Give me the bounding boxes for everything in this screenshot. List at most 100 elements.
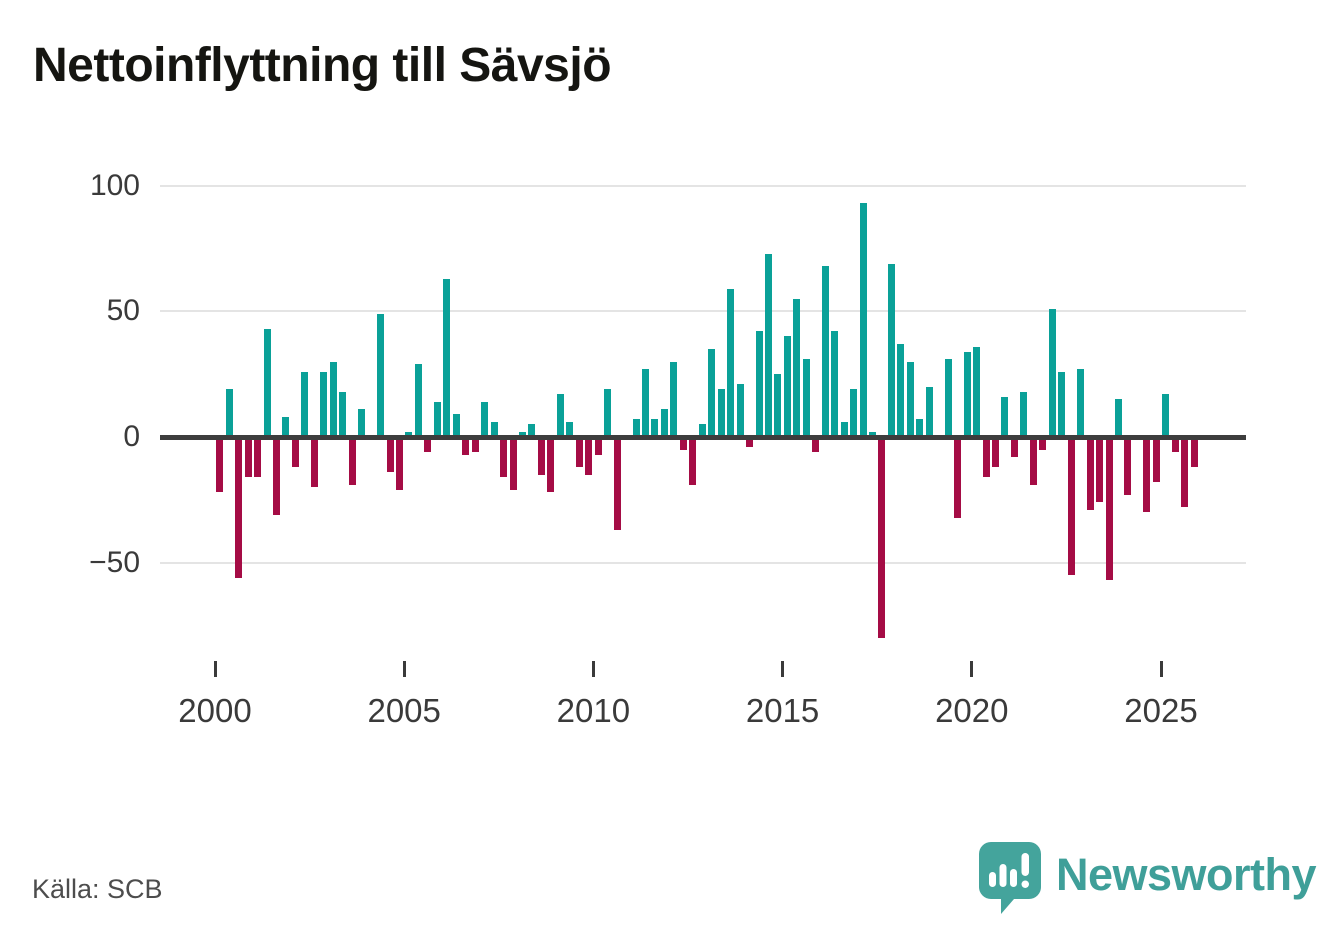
bar bbox=[462, 437, 470, 455]
bar bbox=[954, 437, 962, 518]
bar bbox=[812, 437, 820, 453]
bar bbox=[339, 391, 347, 437]
bar bbox=[1096, 437, 1103, 503]
bar bbox=[604, 389, 612, 437]
bar bbox=[613, 437, 621, 530]
bar bbox=[727, 288, 735, 437]
bar bbox=[698, 424, 706, 437]
bar bbox=[982, 437, 990, 478]
bar bbox=[1124, 437, 1132, 495]
bar bbox=[906, 361, 914, 437]
bar bbox=[556, 394, 564, 437]
bar bbox=[755, 331, 763, 437]
bar bbox=[660, 409, 668, 437]
bar bbox=[263, 328, 271, 437]
bar bbox=[1020, 391, 1028, 437]
bar bbox=[377, 313, 385, 437]
bar bbox=[736, 384, 744, 437]
bar bbox=[244, 437, 252, 478]
bar bbox=[566, 421, 574, 437]
bar bbox=[689, 437, 697, 485]
bar bbox=[783, 336, 791, 437]
bar bbox=[396, 437, 403, 490]
bar bbox=[301, 371, 309, 437]
bar bbox=[717, 389, 725, 437]
bar bbox=[1029, 437, 1037, 485]
bar bbox=[1010, 437, 1018, 458]
bar bbox=[386, 437, 394, 473]
bar bbox=[490, 421, 498, 437]
bar bbox=[1181, 437, 1189, 508]
bar bbox=[992, 437, 999, 468]
y-axis-label-100: 100 bbox=[89, 168, 140, 202]
bar bbox=[1152, 437, 1160, 483]
bar bbox=[916, 419, 924, 437]
bar bbox=[1039, 437, 1047, 450]
x-axis-label-2005: 2005 bbox=[367, 692, 441, 729]
bar bbox=[632, 419, 640, 437]
bar bbox=[670, 361, 678, 437]
bar bbox=[443, 278, 451, 437]
bar bbox=[509, 437, 517, 490]
chart-title: Nettoinflyttning till Sävsjö bbox=[33, 39, 612, 92]
bar bbox=[310, 437, 318, 488]
bar bbox=[225, 389, 233, 437]
bar bbox=[547, 437, 555, 493]
bar bbox=[850, 389, 858, 437]
bar bbox=[802, 359, 810, 437]
bar bbox=[1058, 371, 1066, 437]
bar bbox=[291, 437, 299, 468]
bar bbox=[254, 437, 262, 478]
bar bbox=[273, 437, 280, 515]
bar bbox=[329, 361, 337, 437]
bar bbox=[433, 401, 441, 437]
x-axis-tick-2015 bbox=[781, 661, 785, 677]
bar bbox=[282, 416, 290, 437]
x-axis-tick-2005 bbox=[402, 661, 406, 677]
bar bbox=[320, 371, 328, 437]
gridline-y-50 bbox=[160, 310, 1246, 313]
bar bbox=[1048, 308, 1056, 437]
bar bbox=[679, 437, 687, 450]
bar bbox=[575, 437, 583, 468]
bar bbox=[1171, 437, 1179, 453]
gridline-y--50 bbox=[160, 561, 1246, 564]
bar bbox=[651, 419, 659, 437]
bar bbox=[764, 253, 772, 437]
bar bbox=[537, 437, 545, 475]
bar bbox=[500, 437, 507, 478]
bar bbox=[1162, 394, 1170, 437]
bar bbox=[973, 346, 980, 437]
x-axis-tick-2025 bbox=[1159, 661, 1163, 677]
newsworthy-wordmark: Newsworthy bbox=[1056, 848, 1317, 900]
x-axis-label-2020: 2020 bbox=[935, 692, 1009, 729]
x-axis-tick-2000 bbox=[213, 661, 217, 677]
bar bbox=[528, 424, 536, 437]
bar bbox=[216, 437, 224, 493]
x-axis-label-2025: 2025 bbox=[1124, 692, 1198, 729]
x-axis-tick-2020 bbox=[970, 661, 974, 677]
bar bbox=[1077, 369, 1085, 437]
source-note: Källa: SCB bbox=[32, 874, 163, 904]
bar bbox=[1190, 437, 1198, 468]
bar bbox=[358, 409, 366, 437]
bar bbox=[348, 437, 356, 485]
bar bbox=[1001, 396, 1009, 437]
bar bbox=[793, 298, 801, 437]
bar bbox=[1086, 437, 1094, 510]
bar bbox=[414, 364, 422, 437]
bar bbox=[746, 437, 753, 448]
bar bbox=[821, 266, 829, 437]
bar bbox=[708, 349, 716, 437]
gridline-y-100 bbox=[160, 184, 1246, 187]
bar bbox=[774, 374, 782, 437]
bar bbox=[925, 386, 933, 437]
x-axis-label-2015: 2015 bbox=[745, 692, 820, 729]
bar bbox=[424, 437, 432, 453]
x-axis-zero-line bbox=[160, 434, 1246, 440]
bar bbox=[641, 369, 649, 437]
newsworthy-logo: Newsworthy bbox=[978, 841, 1317, 915]
bar bbox=[1143, 437, 1151, 513]
